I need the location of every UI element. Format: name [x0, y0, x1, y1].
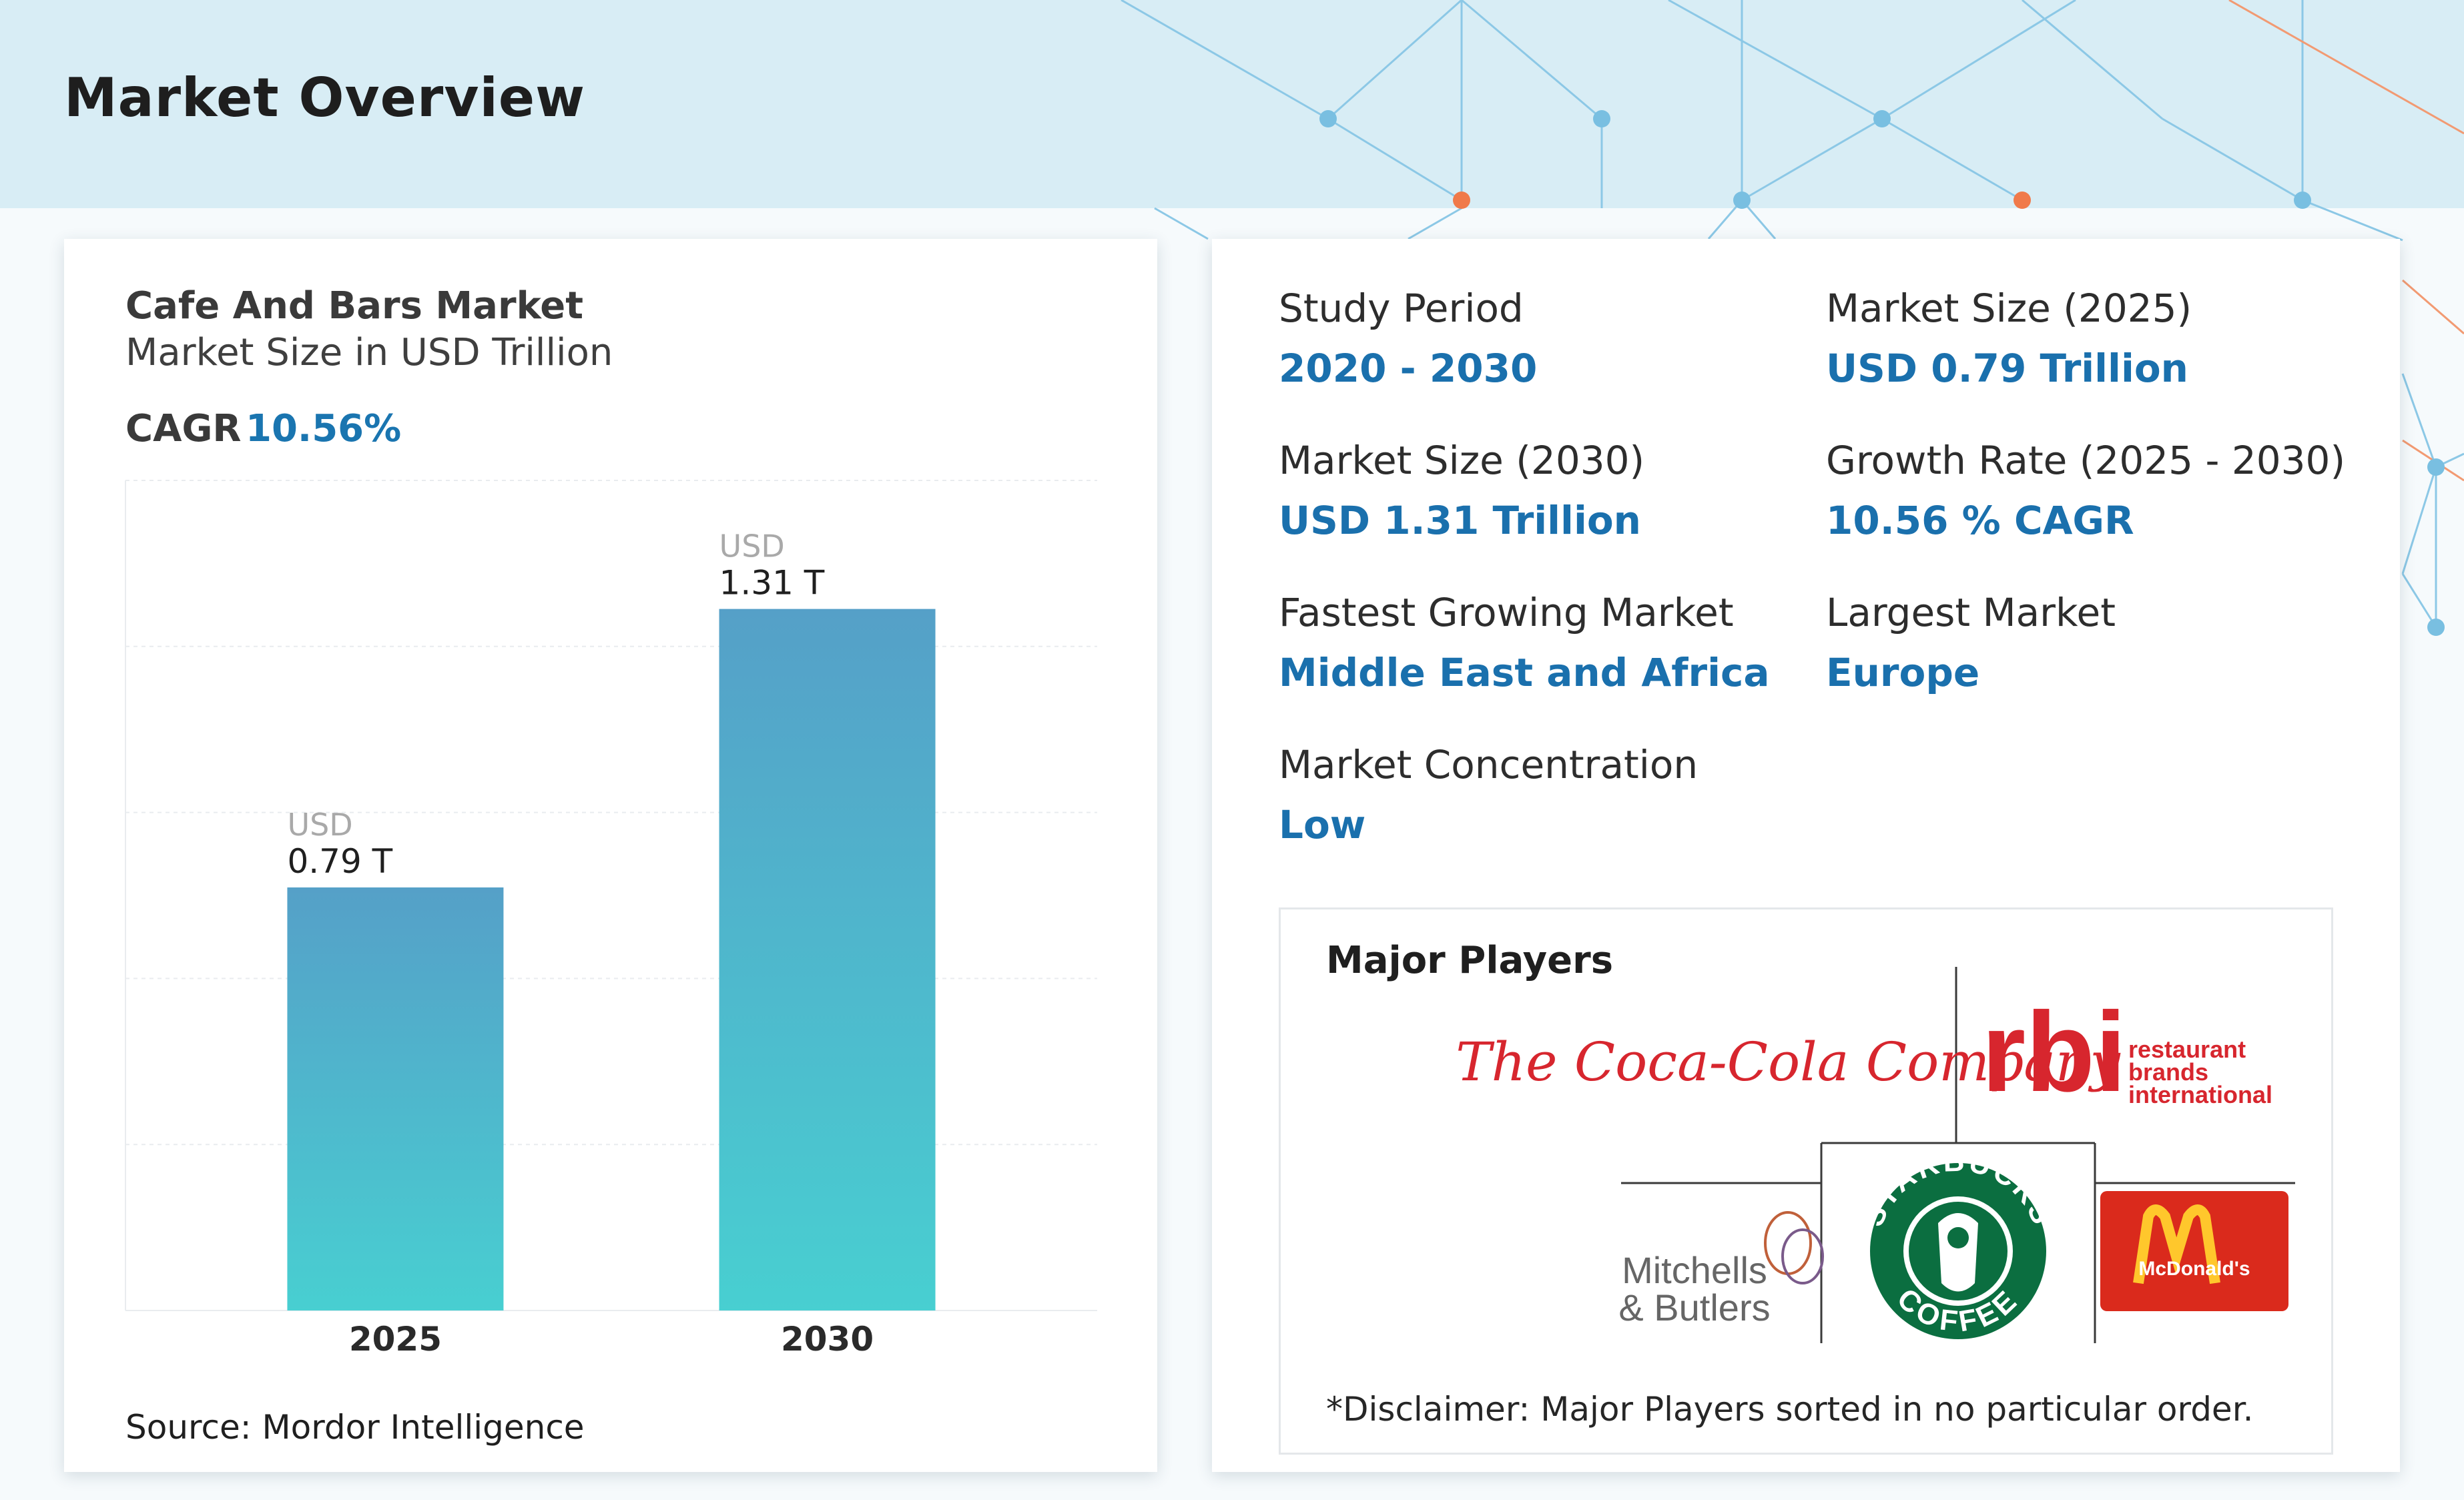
- x-tick-label: 2030: [781, 1320, 874, 1359]
- stat-market-size-2025: Market Size (2025) USD 0.79 Trillion: [1826, 286, 2192, 391]
- stat-fastest-growing-market: Fastest Growing Market Middle East and A…: [1279, 590, 1770, 695]
- chart-subtitle: Market Size in USD Trillion: [125, 331, 613, 374]
- stat-value: Middle East and Africa: [1279, 650, 1770, 695]
- stat-value: Low: [1279, 802, 1366, 847]
- stat-market-size-2030: Market Size (2030) USD 1.31 Trillion: [1279, 438, 1644, 543]
- rbi-logo: rbi restaurant brands international: [1981, 989, 2272, 1116]
- rbi-logo-subtext: restaurant: [2128, 1036, 2246, 1063]
- rbi-logo-subtext: brands: [2128, 1058, 2208, 1086]
- stat-value: Europe: [1826, 650, 1980, 695]
- stat-value: 2020 - 2030: [1279, 346, 1538, 391]
- major-players-box: Major Players The Coca-Cola Company rbi …: [1279, 907, 2333, 1455]
- stat-label: Growth Rate (2025 - 2030): [1826, 438, 2346, 483]
- mitchells-logo-text: Mitchells: [1622, 1249, 1767, 1291]
- rbi-logo-text: rbi: [1981, 989, 2126, 1116]
- header-band: [0, 0, 2464, 208]
- bar-2025: [287, 887, 504, 1310]
- coca-cola-logo: The Coca-Cola Company: [1456, 1031, 2121, 1093]
- stat-largest-market: Largest Market Europe: [1826, 590, 2116, 695]
- starbucks-logo: STARBUCKS COFFEE: [1857, 1144, 2057, 1339]
- rbi-logo-subtext: international: [2128, 1081, 2272, 1108]
- stat-label: Market Concentration: [1279, 742, 1699, 787]
- coca-cola-logo-text: The Coca-Cola Company: [1456, 1031, 2121, 1093]
- stat-growth-rate: Growth Rate (2025 - 2030) 10.56 % CAGR: [1826, 438, 2345, 543]
- bar-value-prefix: USD: [287, 807, 352, 843]
- stat-label: Fastest Growing Market: [1279, 590, 1734, 635]
- cagr-label: CAGR: [125, 407, 242, 450]
- stat-study-period: Study Period 2020 - 2030: [1279, 286, 1537, 391]
- logo-grid-lines: [1621, 967, 2295, 1343]
- bar-value-label: 1.31 T: [719, 564, 825, 603]
- stat-label: Market Size (2025): [1826, 286, 2192, 331]
- major-players-title: Major Players: [1326, 939, 1614, 982]
- stat-label: Study Period: [1279, 286, 1524, 331]
- major-players-logos: The Coca-Cola Company rbi restaurant bra…: [1456, 967, 2295, 1343]
- stat-label: Market Size (2030): [1279, 438, 1645, 483]
- chart-title: Cafe And Bars Market: [125, 284, 584, 328]
- stat-label: Largest Market: [1826, 590, 2116, 635]
- page-title: Market Overview: [64, 67, 586, 129]
- chart-source: Source: Mordor Intelligence: [125, 1408, 585, 1447]
- stat-value: USD 0.79 Trillion: [1826, 346, 2188, 391]
- bar-value-prefix: USD: [719, 528, 785, 565]
- stat-value: 10.56 % CAGR: [1826, 498, 2134, 543]
- stat-market-concentration: Market Concentration Low: [1279, 742, 1698, 847]
- market-size-chart-card: Cafe And Bars Market Market Size in USD …: [64, 239, 1157, 1472]
- mcdonalds-logo-text: McDonald's: [2138, 1258, 2250, 1280]
- bar-value-label: 0.79 T: [287, 842, 392, 881]
- players-disclaimer: *Disclaimer: Major Players sorted in no …: [1326, 1390, 2254, 1429]
- mcdonalds-logo: McDonald's: [2100, 1191, 2288, 1311]
- mitchells-butlers-logo: Mitchells & Butlers: [1618, 1211, 1824, 1329]
- bar-2030: [719, 609, 936, 1310]
- market-stats-card: Study Period 2020 - 2030 Market Size (20…: [1212, 239, 2400, 1472]
- cagr-value: 10.56%: [246, 407, 402, 450]
- x-tick-label: 2025: [349, 1320, 442, 1359]
- butlers-logo-text: & Butlers: [1618, 1286, 1770, 1329]
- stat-value: USD 1.31 Trillion: [1279, 498, 1641, 543]
